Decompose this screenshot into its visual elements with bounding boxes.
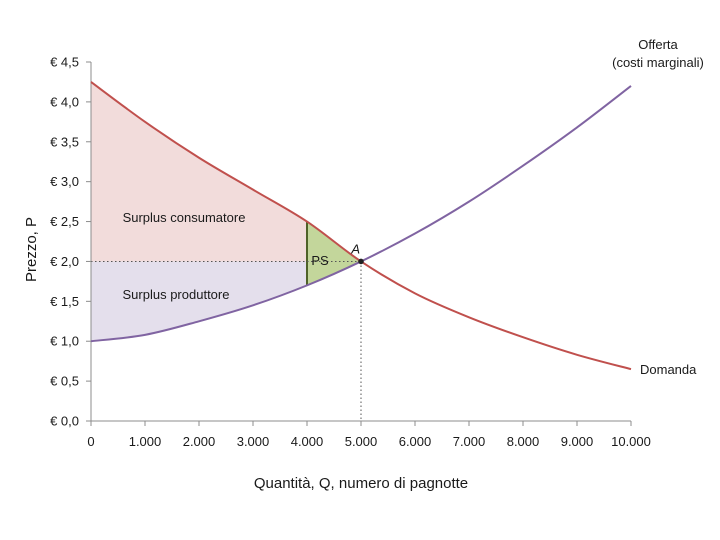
y-tick-label: € 3,5 <box>50 134 79 149</box>
x-axis-title: Quantità, Q, numero di pagnotte <box>254 475 468 492</box>
x-tick-label: 8.000 <box>507 434 540 449</box>
x-tick-label: 3.000 <box>237 434 270 449</box>
x-tick-label: 7.000 <box>453 434 486 449</box>
surplus-regions <box>91 81 361 342</box>
x-tick-label: 4.000 <box>291 434 324 449</box>
equilibrium-label: A <box>350 241 360 256</box>
y-tick-label: € 4,0 <box>50 94 79 109</box>
supply-label-line: (costi marginali) <box>612 55 704 70</box>
y-tick-label: € 3,0 <box>50 174 79 189</box>
x-tick-label: 10.000 <box>611 434 651 449</box>
y-tick-label: € 1,5 <box>50 294 79 309</box>
y-tick-label: € 2,5 <box>50 214 79 229</box>
x-tick-label: 9.000 <box>561 434 594 449</box>
series-lines <box>90 81 632 371</box>
y-tick-label: € 1,0 <box>50 334 79 349</box>
producer-surplus-label: Surplus produttore <box>123 287 230 302</box>
x-tick-label: 6.000 <box>399 434 432 449</box>
demand-label: Domanda <box>640 362 697 377</box>
annotations: A Surplus consumatore Surplus produttore PS… <box>123 37 704 377</box>
supply-line <box>90 85 632 343</box>
demand-line <box>90 81 632 371</box>
x-tick-label: 2.000 <box>183 434 216 449</box>
y-tick-label: € 2,0 <box>50 254 79 269</box>
axes: € 0,0 € 0,5 € 1,0 € 1,5 € 2,0 € 2,5 € 3,0 € 3,5… <box>23 55 651 493</box>
ps-area <box>307 221 361 286</box>
supply-label-line: Offerta <box>638 37 678 52</box>
x-tick-label: 5.000 <box>345 434 378 449</box>
guide-lines <box>91 260 362 421</box>
consumer-surplus-label: Surplus consumatore <box>123 210 246 225</box>
y-tick-label: € 0,0 <box>50 414 79 429</box>
equilibrium-point <box>358 258 364 265</box>
consumer-surplus-area <box>91 81 307 262</box>
y-tick-label: € 4,5 <box>50 55 79 70</box>
x-tick-label: 0 <box>87 434 94 449</box>
producer-surplus-area <box>91 261 307 342</box>
y-axis-title: Prezzo, P <box>23 217 40 282</box>
y-tick-label: € 0,5 <box>50 374 79 389</box>
ps-label: PS <box>311 253 329 268</box>
x-tick-label: 1.000 <box>129 434 162 449</box>
